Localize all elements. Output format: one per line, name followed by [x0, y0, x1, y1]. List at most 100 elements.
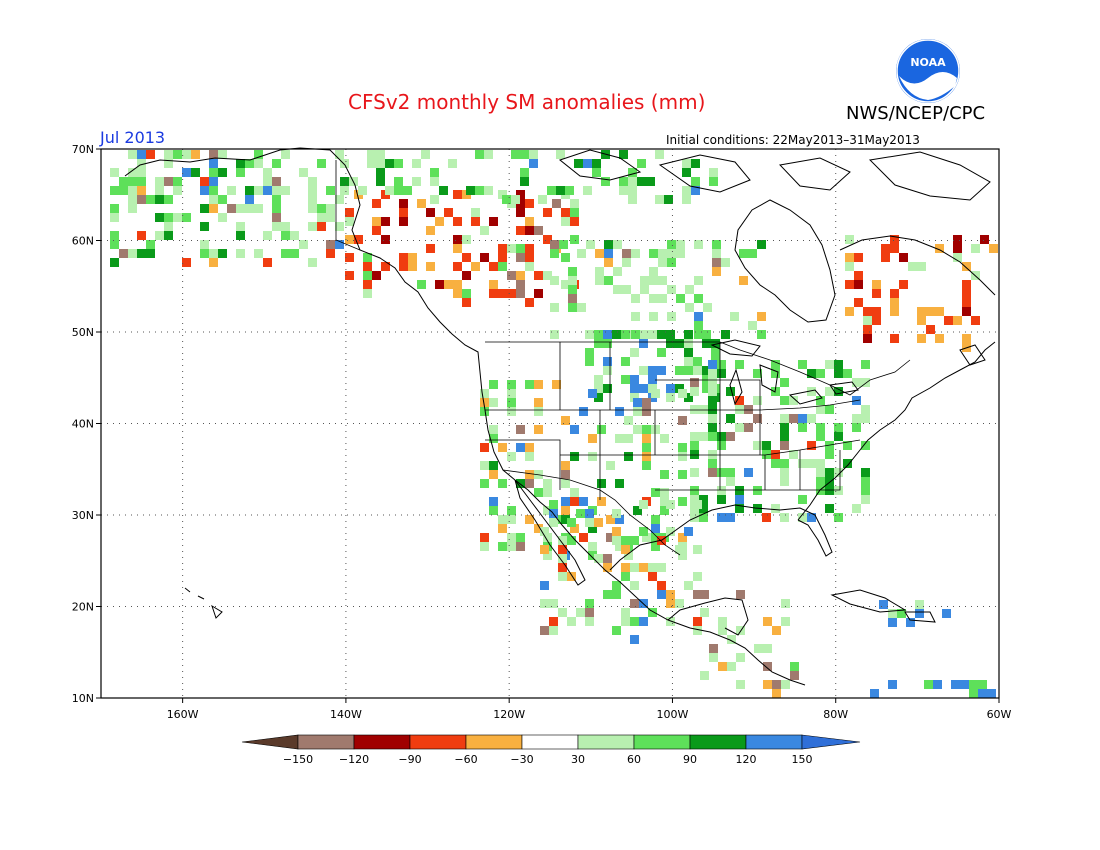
anomaly-cell	[789, 396, 798, 405]
anomaly-cell	[606, 515, 615, 524]
anomaly-cell	[694, 240, 703, 249]
anomaly-cell	[363, 271, 372, 280]
anomaly-cell	[622, 249, 631, 258]
anomaly-cell	[717, 486, 726, 495]
anomaly-cell	[317, 204, 326, 213]
initial-conditions: Initial conditions: 22May2013–31May2013	[666, 133, 920, 147]
anomaly-cell	[507, 244, 516, 253]
anomaly-cell	[597, 479, 606, 488]
anomaly-cell	[550, 240, 559, 249]
anomaly-cell	[335, 240, 344, 249]
anomaly-cell	[789, 450, 798, 459]
anomaly-cell	[881, 244, 890, 253]
anomaly-cell	[603, 366, 612, 375]
anomaly-cell	[540, 581, 549, 590]
anomaly-cell	[757, 312, 766, 321]
anomaly-cell	[726, 432, 735, 441]
anomaly-cell	[633, 506, 642, 515]
anomaly-cell	[781, 617, 790, 626]
anomaly-cell	[852, 378, 861, 387]
anomaly-cell	[552, 380, 561, 389]
anomaly-cell	[845, 253, 854, 262]
anomaly-cell	[694, 276, 703, 285]
anomaly-cell	[890, 334, 899, 343]
anomaly-cell	[489, 497, 498, 506]
anomaly-cell	[209, 186, 218, 195]
anomaly-cell	[962, 280, 971, 289]
noaa-logo-text: NOAA	[910, 56, 946, 69]
anomaly-cell	[345, 208, 354, 217]
anomaly-cell	[622, 258, 631, 267]
anomaly-cell	[340, 186, 349, 195]
anomaly-cell	[579, 533, 588, 542]
anomaly-cell	[621, 617, 630, 626]
anomaly-cell	[780, 423, 789, 432]
anomaly-cell	[917, 334, 926, 343]
anomaly-cell	[908, 262, 917, 271]
anomaly-cell	[511, 150, 520, 159]
anomaly-cell	[736, 680, 745, 689]
anomaly-cell	[603, 339, 612, 348]
anomaly-cell	[502, 195, 511, 204]
anomaly-cell	[164, 150, 173, 159]
anomaly-cell	[363, 262, 372, 271]
anomaly-cell	[708, 387, 717, 396]
anomaly-cell	[780, 378, 789, 387]
anomaly-cell	[417, 199, 426, 208]
anomaly-cell	[462, 298, 471, 307]
anomaly-cell	[771, 504, 780, 513]
anomaly-cell	[579, 497, 588, 506]
anomaly-cell	[675, 339, 684, 348]
anomaly-cell	[888, 609, 897, 618]
anomaly-cell	[694, 312, 703, 321]
anomaly-cell	[110, 204, 119, 213]
anomaly-cell	[453, 235, 462, 244]
anomaly-cell	[164, 159, 173, 168]
anomaly-cell	[649, 267, 658, 276]
anomaly-cell	[735, 405, 744, 414]
anomaly-cell	[525, 470, 534, 479]
anomaly-cell	[583, 186, 592, 195]
anomaly-cell	[642, 407, 651, 416]
anomaly-cell	[693, 572, 702, 581]
anomaly-cell	[657, 590, 666, 599]
anomaly-cell	[137, 195, 146, 204]
anomaly-cell	[621, 330, 630, 339]
anomaly-cell	[525, 217, 534, 226]
anomaly-cell	[585, 357, 594, 366]
legend-tick-label: −150	[283, 753, 313, 766]
anomaly-cell	[272, 195, 281, 204]
anomaly-cell	[525, 443, 534, 452]
anomaly-cell	[660, 506, 669, 515]
anomaly-cell	[648, 384, 657, 393]
anomaly-cell	[660, 470, 669, 479]
anomaly-cell	[962, 289, 971, 298]
anomaly-cell	[475, 150, 484, 159]
anomaly-cell	[263, 186, 272, 195]
anomaly-cell	[693, 590, 702, 599]
anomaly-cell	[825, 486, 834, 495]
anomaly-cell	[753, 486, 762, 495]
anomaly-cell	[708, 369, 717, 378]
anomaly-cell	[861, 486, 870, 495]
anomaly-cell	[621, 357, 630, 366]
anomaly-cell	[335, 222, 344, 231]
anomaly-cell	[556, 150, 565, 159]
anomaly-cell	[694, 321, 703, 330]
anomaly-cell	[594, 339, 603, 348]
anomaly-cell	[863, 307, 872, 316]
anomaly-cell	[690, 387, 699, 396]
anomaly-cell	[594, 375, 603, 384]
anomaly-cell	[155, 186, 164, 195]
map-title: CFSv2 monthly SM anomalies (mm)	[348, 90, 706, 114]
anomaly-cell	[367, 159, 376, 168]
anomaly-cell	[516, 199, 525, 208]
anomaly-cell	[825, 387, 834, 396]
political-borders	[335, 160, 911, 556]
anomaly-cell	[735, 495, 744, 504]
anomaly-cell	[924, 680, 933, 689]
anomaly-cell	[763, 662, 772, 671]
legend-arrow-high	[801, 734, 861, 750]
anomaly-cell	[603, 384, 612, 393]
anomaly-cell	[507, 271, 516, 280]
